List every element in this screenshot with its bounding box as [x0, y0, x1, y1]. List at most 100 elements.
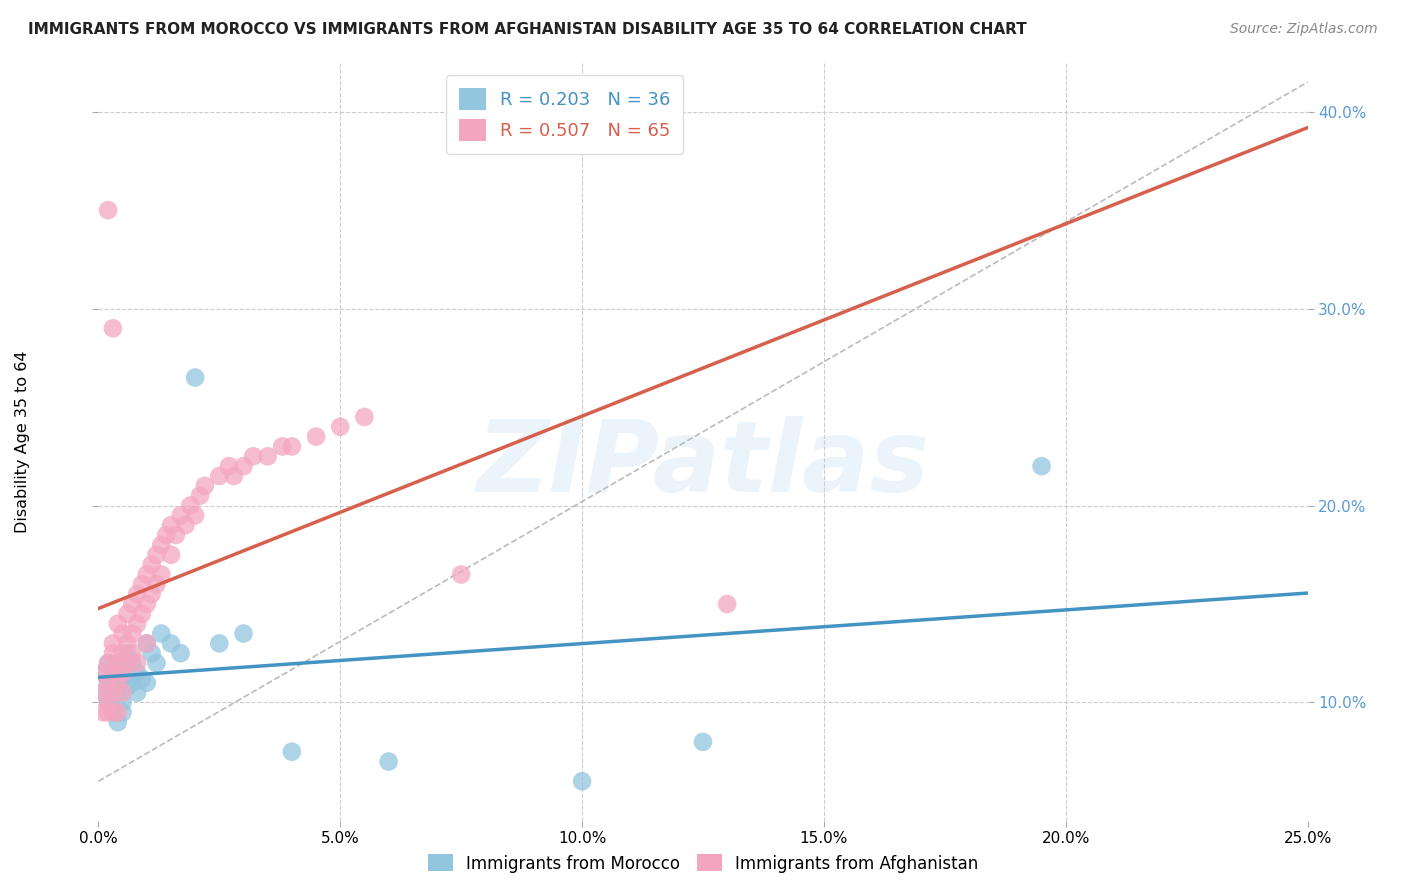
Point: [121, 675, 143, 690]
Point: [121, 646, 143, 660]
Point: [101, 665, 124, 680]
Point: [107, 706, 129, 720]
Text: IMMIGRANTS FROM MOROCCO VS IMMIGRANTS FROM AFGHANISTAN DISABILITY AGE 35 TO 64 C: IMMIGRANTS FROM MOROCCO VS IMMIGRANTS FR…: [28, 22, 1026, 37]
Point: [145, 548, 167, 562]
Point: [101, 646, 124, 660]
Point: [111, 685, 134, 699]
Point: [160, 636, 183, 650]
Point: [169, 646, 191, 660]
Point: [97, 696, 120, 710]
Point: [97, 706, 120, 720]
Point: [160, 518, 183, 533]
Point: [107, 685, 129, 699]
Point: [101, 680, 124, 694]
Point: [232, 626, 254, 640]
Point: [150, 626, 173, 640]
Point: [121, 656, 143, 670]
Point: [117, 636, 139, 650]
Point: [256, 450, 278, 464]
Point: [121, 626, 143, 640]
Point: [97, 656, 120, 670]
Point: [135, 636, 157, 650]
Point: [117, 656, 139, 670]
Point: [91, 665, 114, 680]
Point: [131, 577, 153, 591]
Point: [329, 419, 352, 434]
Point: [111, 706, 134, 720]
Point: [107, 660, 129, 674]
Point: [101, 706, 124, 720]
Point: [208, 469, 231, 483]
Point: [1031, 459, 1053, 474]
Point: [101, 321, 124, 335]
Point: [141, 646, 163, 660]
Point: [145, 577, 167, 591]
Point: [91, 665, 114, 680]
Point: [131, 672, 153, 686]
Y-axis label: Disability Age 35 to 64: Disability Age 35 to 64: [15, 351, 31, 533]
Point: [111, 672, 134, 686]
Point: [91, 706, 114, 720]
Point: [107, 675, 129, 690]
Point: [184, 370, 207, 384]
Point: [692, 735, 714, 749]
Point: [91, 685, 114, 699]
Point: [150, 538, 173, 552]
Point: [97, 675, 120, 690]
Point: [155, 528, 177, 542]
Point: [150, 567, 173, 582]
Point: [97, 675, 120, 690]
Point: [121, 597, 143, 611]
Point: [222, 469, 245, 483]
Point: [127, 656, 149, 670]
Point: [135, 636, 157, 650]
Point: [184, 508, 207, 523]
Point: [242, 450, 264, 464]
Point: [101, 706, 124, 720]
Point: [571, 774, 593, 789]
Point: [135, 675, 157, 690]
Point: [218, 459, 240, 474]
Point: [101, 665, 124, 680]
Point: [107, 656, 129, 670]
Point: [377, 755, 399, 769]
Point: [101, 685, 124, 699]
Point: [101, 636, 124, 650]
Legend: R = 0.203   N = 36, R = 0.507   N = 65: R = 0.203 N = 36, R = 0.507 N = 65: [446, 75, 683, 153]
Point: [208, 636, 231, 650]
Point: [353, 409, 375, 424]
Point: [141, 558, 163, 572]
Point: [165, 528, 187, 542]
Point: [127, 665, 149, 680]
Point: [111, 626, 134, 640]
Point: [131, 607, 153, 621]
Point: [281, 745, 304, 759]
Point: [111, 646, 134, 660]
Point: [97, 203, 120, 218]
Point: [145, 656, 167, 670]
Point: [188, 489, 211, 503]
Point: [91, 685, 114, 699]
Point: [169, 508, 191, 523]
Point: [127, 616, 149, 631]
Point: [232, 459, 254, 474]
Point: [160, 548, 183, 562]
Point: [194, 479, 217, 493]
Text: ZIPatlas: ZIPatlas: [477, 416, 929, 513]
Text: Source: ZipAtlas.com: Source: ZipAtlas.com: [1230, 22, 1378, 37]
Point: [97, 656, 120, 670]
Point: [117, 646, 139, 660]
Legend: Immigrants from Morocco, Immigrants from Afghanistan: Immigrants from Morocco, Immigrants from…: [420, 847, 986, 880]
Point: [450, 567, 472, 582]
Point: [127, 685, 149, 699]
Point: [111, 665, 134, 680]
Point: [179, 499, 201, 513]
Point: [117, 680, 139, 694]
Point: [271, 440, 294, 454]
Point: [281, 440, 304, 454]
Point: [141, 587, 163, 601]
Point: [107, 616, 129, 631]
Point: [135, 597, 157, 611]
Point: [135, 567, 157, 582]
Point: [97, 696, 120, 710]
